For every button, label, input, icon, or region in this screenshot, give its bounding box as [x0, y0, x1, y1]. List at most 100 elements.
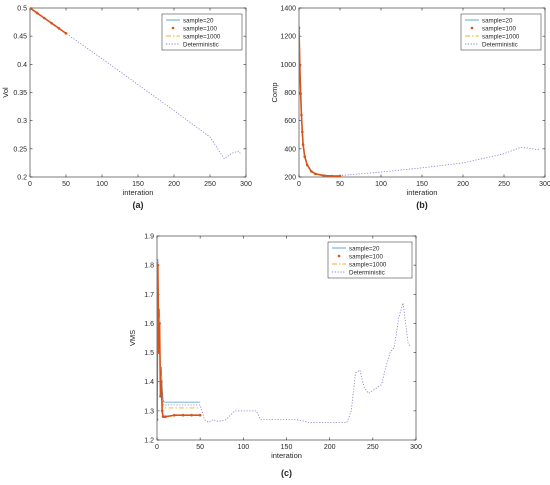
x-tick-label: 50: [196, 444, 204, 451]
x-tick-label: 300: [539, 181, 550, 188]
series-point: [57, 26, 61, 30]
x-tick-label: 250: [367, 444, 379, 451]
series-point: [50, 21, 53, 25]
series-point: [310, 170, 313, 173]
chart-panel-1: 0 50 100 150 200 250 300 0.2 0.25 0.3 0.35 0.4 0.45 0…: [1, 6, 252, 211]
y-tick-label: 400: [284, 146, 296, 153]
legend-marker: [337, 254, 341, 258]
y-tick-label: 1400: [280, 6, 296, 13]
y-tick-label: 1.8: [144, 263, 154, 270]
series-group: [30, 8, 242, 160]
y-tick-label: 0.25: [13, 146, 27, 153]
y-tick-label: 800: [284, 90, 296, 97]
series-point: [314, 172, 317, 176]
y-axis-label: VMS: [128, 330, 137, 346]
x-axis-label: interation: [123, 188, 154, 197]
legend-label: sample=100: [183, 25, 217, 32]
series-point: [30, 8, 32, 10]
y-tick-label: 0.35: [13, 90, 27, 97]
y-tick-label: 1.3: [144, 408, 154, 415]
y-tick-label: 600: [284, 118, 296, 125]
x-tick-label: 100: [96, 181, 108, 188]
legend-label: sample=20: [349, 245, 380, 252]
series-group: [157, 258, 412, 423]
series-point: [157, 351, 161, 354]
series-point: [300, 113, 303, 117]
x-axis-label: interation: [407, 188, 438, 197]
y-tick-label: 1200: [280, 34, 296, 41]
x-tick-label: 150: [416, 181, 428, 188]
x-tick-label: 150: [281, 444, 293, 451]
x-tick-label: 0: [28, 181, 32, 188]
legend-label: sample=1000: [349, 261, 387, 268]
series-point: [43, 16, 46, 20]
series-line-deterministic: [157, 261, 412, 423]
series-point: [159, 394, 162, 398]
series-point: [299, 92, 302, 96]
series-point: [322, 174, 325, 177]
series-point: [35, 11, 39, 15]
series-point: [160, 409, 164, 413]
chart-panel-2: 0 50 100 150 200 250 300 200 400 600 800 1000 1200 14…: [270, 6, 550, 211]
series-point: [160, 380, 163, 384]
series-point: [303, 155, 307, 158]
x-axis-label: interation: [271, 451, 302, 460]
series-point: [64, 32, 68, 35]
series-group: [299, 24, 540, 177]
y-tick-label: 0.2: [17, 175, 27, 182]
x-tick-label: 300: [410, 444, 422, 451]
x-tick-label: 50: [336, 181, 344, 188]
y-tick-label: 1.6: [144, 321, 154, 328]
x-tick-label: 300: [240, 181, 252, 188]
panel-caption: (a): [133, 200, 144, 210]
y-axis-label: Comp: [270, 82, 279, 102]
y-tick-label: 200: [284, 175, 296, 182]
y-tick-label: 1.2: [144, 438, 154, 445]
chart-panel-3: 0 50 100 150 200 250 300 1.2 1.3 1.4 1.5 1.6 1.7 1.8 1…: [128, 234, 422, 479]
series-point: [181, 413, 185, 417]
y-tick-label: 1.9: [144, 234, 154, 241]
series-point: [157, 263, 160, 267]
series-point: [299, 26, 301, 30]
x-tick-label: 50: [62, 181, 70, 188]
series-point: [172, 413, 176, 417]
legend-label: sample=1000: [183, 33, 221, 40]
legend-label: sample=100: [349, 253, 383, 260]
series-point: [330, 174, 334, 177]
x-tick-label: 200: [457, 181, 469, 188]
series-point: [198, 413, 202, 417]
x-tick-label: 0: [155, 444, 159, 451]
legend-label: sample=1000: [482, 33, 520, 40]
series-line-sample-100: [30, 8, 67, 35]
legend-marker: [171, 26, 175, 30]
legend: sample=20sample=100sample=1000Determinis…: [161, 13, 243, 51]
series-point: [190, 413, 193, 417]
legend-label: sample=20: [183, 17, 214, 24]
series-point: [158, 322, 161, 325]
y-axis-label: Vol: [1, 87, 10, 98]
series-point: [305, 163, 309, 167]
panel-caption: (b): [416, 200, 428, 210]
series-point: [299, 64, 302, 68]
legend-label: Deterministic: [349, 269, 385, 276]
series-line-deterministic: [30, 8, 242, 160]
legend: sample=20sample=100sample=1000Determinis…: [327, 241, 413, 279]
x-tick-label: 0: [297, 181, 301, 188]
series-point: [164, 415, 167, 418]
x-tick-label: 200: [324, 444, 336, 451]
series-point: [301, 143, 305, 146]
x-tick-label: 250: [498, 181, 510, 188]
y-tick-label: 1.4: [144, 379, 154, 386]
legend-label: Deterministic: [183, 41, 219, 48]
legend-marker: [470, 26, 474, 30]
series-point: [157, 418, 159, 421]
series-point: [300, 130, 304, 134]
x-tick-label: 150: [132, 181, 144, 188]
y-tick-label: 0.3: [17, 118, 27, 125]
x-tick-label: 100: [237, 444, 249, 451]
y-tick-label: 0.5: [17, 6, 27, 13]
x-tick-label: 100: [375, 181, 387, 188]
y-tick-label: 1.5: [144, 350, 154, 357]
legend-label: sample=100: [482, 25, 516, 32]
